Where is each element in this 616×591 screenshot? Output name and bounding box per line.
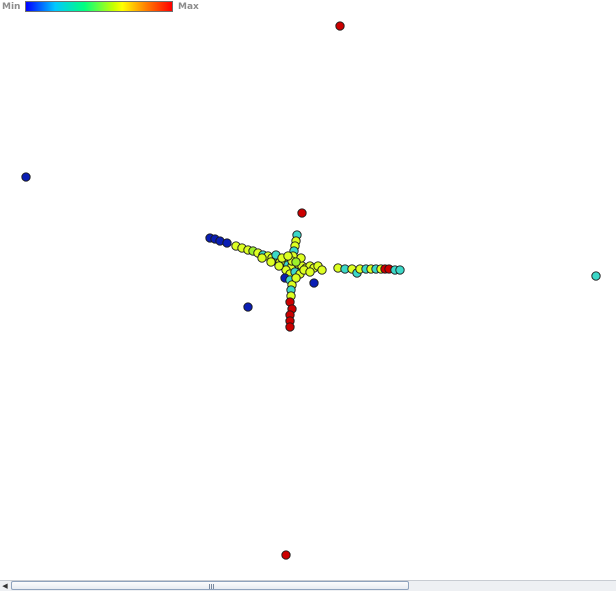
legend-gradient-bar <box>25 1 173 12</box>
horizontal-scrollbar[interactable]: ◀ <box>0 580 616 591</box>
data-point[interactable] <box>243 302 253 312</box>
data-point[interactable] <box>283 251 293 261</box>
data-point[interactable] <box>291 257 301 267</box>
data-point[interactable] <box>309 278 319 288</box>
data-point[interactable] <box>395 265 405 275</box>
data-point[interactable] <box>305 267 315 277</box>
data-point[interactable] <box>335 21 345 31</box>
scrollbar-thumb[interactable] <box>11 581 409 590</box>
scroll-left-arrow-icon[interactable]: ◀ <box>0 581 10 591</box>
legend-max-label: Max <box>178 2 199 12</box>
data-point[interactable] <box>21 172 31 182</box>
data-point[interactable] <box>266 257 276 267</box>
data-point[interactable] <box>281 550 291 560</box>
data-point[interactable] <box>285 322 295 332</box>
data-point[interactable] <box>317 265 327 275</box>
data-point[interactable] <box>274 261 284 271</box>
data-point[interactable] <box>291 273 301 283</box>
data-point[interactable] <box>222 238 232 248</box>
data-point[interactable] <box>591 271 601 281</box>
legend-min-label: Min <box>2 2 21 12</box>
data-point[interactable] <box>257 253 267 263</box>
scrollbar-grip-icon <box>209 584 215 589</box>
data-point[interactable] <box>297 208 307 218</box>
